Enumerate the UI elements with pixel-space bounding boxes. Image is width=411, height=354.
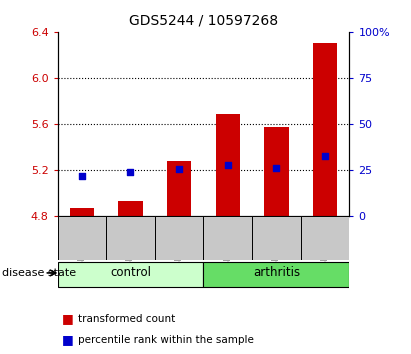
Bar (313, 43, 337, 216)
FancyBboxPatch shape (155, 216, 203, 260)
Point (79, 173, 85, 178)
FancyBboxPatch shape (203, 262, 349, 287)
Text: disease state: disease state (2, 268, 76, 278)
Text: percentile rank within the sample: percentile rank within the sample (78, 335, 254, 345)
Text: ■: ■ (62, 312, 74, 325)
Bar (70, 208, 94, 216)
FancyBboxPatch shape (301, 216, 349, 260)
Bar (167, 161, 191, 216)
Point (224, 162, 231, 168)
FancyBboxPatch shape (252, 216, 301, 260)
Title: GDS5244 / 10597268: GDS5244 / 10597268 (129, 14, 278, 28)
Text: ■: ■ (62, 333, 74, 346)
Bar (118, 201, 143, 216)
FancyBboxPatch shape (58, 262, 203, 287)
Bar (264, 127, 289, 216)
Point (273, 165, 279, 170)
Bar (216, 114, 240, 216)
FancyBboxPatch shape (106, 216, 155, 260)
Text: control: control (110, 267, 151, 279)
Text: arthritis: arthritis (253, 267, 300, 279)
Point (127, 169, 134, 175)
FancyBboxPatch shape (58, 216, 106, 260)
FancyBboxPatch shape (203, 216, 252, 260)
Text: transformed count: transformed count (78, 314, 175, 324)
Point (176, 166, 182, 172)
Point (322, 153, 328, 159)
